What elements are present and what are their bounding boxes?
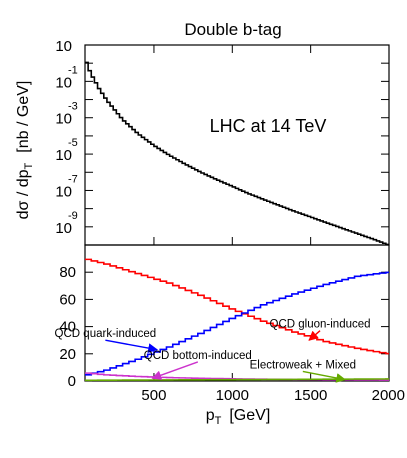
annotation-arrow-1: [308, 330, 321, 341]
chart-title: Double b-tag: [184, 20, 281, 39]
top-y-tick-exponent-3: -5: [68, 137, 78, 149]
y-label-main: dσ / dp: [15, 169, 32, 219]
x-tick-label-0: 500: [141, 387, 166, 404]
bottom-y-tick-label-3: 60: [59, 291, 76, 308]
x-label-main: p: [206, 407, 215, 424]
top-y-tick-label-0: 10: [55, 38, 72, 55]
x-tick-label-2: 1500: [294, 387, 327, 404]
annotation-arrow-3: [302, 370, 347, 383]
annotation-label-3: Electroweak + Mixed: [250, 359, 356, 371]
top-y-axis-label: dσ / dpT [nb / GeV]: [15, 81, 35, 220]
bottom-series-line-qcd-quark-induced: [85, 271, 389, 376]
bottom-panel-frame: [84, 244, 390, 382]
top-y-tick-exponent-1: -1: [68, 64, 78, 76]
top-y-tick-label-5: 10: [55, 220, 72, 237]
top-y-tick-exponent-2: -3: [68, 101, 78, 113]
bottom-x-axis-label: pT [GeV]: [206, 407, 271, 427]
top-y-tick-label-4: 10: [55, 183, 72, 200]
x-tick-label-3: 2000: [372, 387, 405, 404]
x-tick-label-1: 1000: [216, 387, 249, 404]
annotation-label-2: QCD bottom-induced: [144, 350, 252, 362]
lhc-annotation: LHC at 14 TeV: [210, 116, 327, 136]
top-series-group: [85, 61, 389, 246]
bottom-y-tick-label-4: 80: [59, 264, 76, 281]
annotations-group: QCD quark-induced QCD gluon-induced QCD bo…: [55, 319, 371, 383]
annotation-label-1: QCD gluon-induced: [270, 319, 371, 331]
top-series-line-0: [85, 61, 389, 246]
top-y-tick-label-3: 10: [55, 147, 72, 164]
bottom-y-tick-label-1: 20: [59, 346, 76, 363]
x-label-unit: [GeV]: [229, 407, 270, 424]
top-y-tick-exponent-4: -7: [68, 173, 78, 185]
bottom-y-tick-label-2: 40: [59, 319, 76, 336]
bottom-y-tick-label-0: 0: [68, 373, 76, 390]
x-label-sub: T: [215, 415, 222, 427]
top-y-tick-label-2: 10: [55, 111, 72, 128]
y-label-sub: T: [23, 162, 35, 169]
top-y-tick-label-1: 10: [55, 74, 72, 91]
annotation-arrow-2: [151, 361, 199, 380]
top-y-tick-exponent-5: -9: [68, 210, 78, 222]
annotation-arrow-0: [105, 339, 159, 353]
top-panel-frame: [84, 44, 390, 246]
annotation-label-0: QCD quark-induced: [55, 328, 157, 340]
bottom-series-line-qcd-gluon-induced: [85, 258, 389, 355]
bottom-ticks: 0 20 40 60 80 500 1000 1500 2000: [59, 45, 405, 404]
y-label-unit: [nb / GeV]: [15, 81, 32, 153]
